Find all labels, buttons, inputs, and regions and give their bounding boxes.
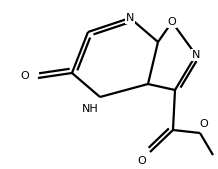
Text: O: O [138, 156, 146, 166]
Text: NH: NH [82, 104, 98, 114]
Text: N: N [192, 50, 200, 60]
Text: N: N [126, 13, 134, 23]
Text: O: O [21, 71, 29, 81]
Text: O: O [168, 17, 176, 27]
Text: O: O [200, 119, 208, 129]
